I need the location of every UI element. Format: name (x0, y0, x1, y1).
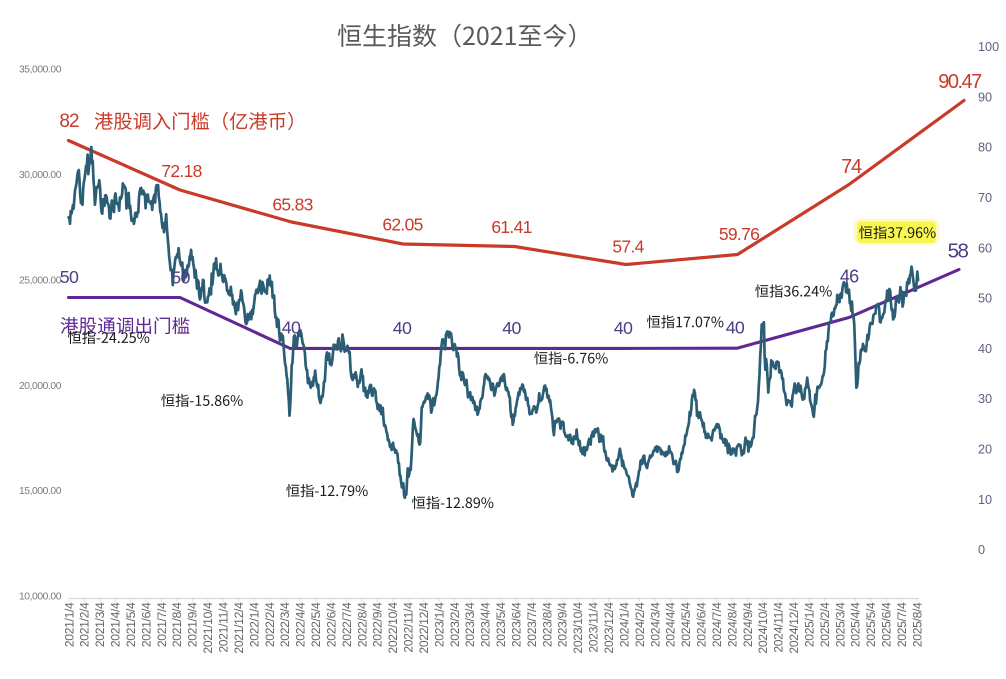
svg-text:25,000.00: 25,000.00 (19, 275, 62, 286)
svg-text:62.05: 62.05 (382, 215, 422, 235)
svg-text:2021/5/4: 2021/5/4 (124, 602, 138, 647)
svg-text:2021/6/4: 2021/6/4 (139, 602, 153, 647)
svg-text:40: 40 (502, 318, 521, 338)
svg-text:10,000.00: 10,000.00 (19, 592, 62, 603)
svg-text:40: 40 (614, 318, 633, 338)
svg-text:35,000.00: 35,000.00 (19, 65, 62, 76)
svg-text:65.83: 65.83 (272, 194, 312, 214)
svg-text:2021/3/4: 2021/3/4 (93, 602, 107, 647)
svg-text:2025/7/4: 2025/7/4 (895, 602, 909, 647)
svg-text:2024/3/4: 2024/3/4 (648, 602, 662, 647)
svg-text:60: 60 (978, 241, 992, 255)
svg-text:20: 20 (978, 443, 992, 457)
svg-text:2021/11/4: 2021/11/4 (217, 602, 231, 653)
svg-text:2021/4/4: 2021/4/4 (109, 602, 123, 647)
svg-text:2023/10/4: 2023/10/4 (571, 602, 585, 654)
svg-text:10: 10 (978, 493, 992, 507)
svg-text:2024/11/4: 2024/11/4 (772, 602, 786, 653)
svg-text:90.47: 90.47 (938, 71, 982, 93)
svg-text:2025/3/4: 2025/3/4 (833, 602, 847, 647)
svg-text:61.41: 61.41 (491, 217, 531, 237)
svg-text:2024/10/4: 2024/10/4 (756, 602, 770, 654)
svg-text:2021/8/4: 2021/8/4 (170, 602, 184, 647)
svg-text:2025/1/4: 2025/1/4 (803, 602, 817, 647)
svg-text:2025/4/4: 2025/4/4 (849, 602, 863, 647)
svg-text:2024/7/4: 2024/7/4 (710, 602, 724, 647)
svg-text:70: 70 (978, 191, 992, 205)
svg-text:2021/2/4: 2021/2/4 (78, 602, 92, 647)
svg-text:2021/10/4: 2021/10/4 (201, 602, 215, 654)
svg-text:80: 80 (978, 141, 992, 155)
svg-text:50: 50 (60, 267, 79, 287)
svg-text:72.18: 72.18 (161, 161, 201, 181)
svg-text:2022/11/4: 2022/11/4 (402, 602, 416, 653)
svg-text:2025/8/4: 2025/8/4 (910, 602, 924, 647)
svg-text:2023/2/4: 2023/2/4 (448, 602, 462, 647)
svg-text:74: 74 (841, 156, 862, 178)
svg-text:2022/10/4: 2022/10/4 (386, 602, 400, 654)
svg-text:2023/7/4: 2023/7/4 (525, 602, 539, 647)
svg-text:2022/3/4: 2022/3/4 (278, 602, 292, 647)
svg-text:2024/8/4: 2024/8/4 (725, 602, 739, 647)
svg-text:2022/9/4: 2022/9/4 (371, 602, 385, 647)
svg-text:2022/4/4: 2022/4/4 (294, 602, 308, 647)
svg-text:2022/6/4: 2022/6/4 (324, 602, 338, 647)
svg-text:2023/8/4: 2023/8/4 (540, 602, 554, 647)
svg-text:90: 90 (978, 90, 992, 104)
svg-text:57.4: 57.4 (612, 237, 644, 257)
svg-text:40: 40 (393, 318, 412, 338)
svg-text:40: 40 (978, 342, 992, 356)
svg-text:30,000.00: 30,000.00 (19, 170, 62, 181)
svg-text:82: 82 (59, 111, 79, 132)
svg-text:2021/9/4: 2021/9/4 (186, 602, 200, 647)
svg-text:100: 100 (978, 40, 999, 54)
svg-text:2025/2/4: 2025/2/4 (818, 602, 832, 647)
svg-text:30: 30 (978, 392, 992, 406)
svg-text:2023/11/4: 2023/11/4 (587, 602, 601, 653)
svg-text:2024/6/4: 2024/6/4 (695, 602, 709, 647)
svg-text:2023/4/4: 2023/4/4 (479, 602, 493, 647)
svg-text:40: 40 (282, 317, 301, 337)
svg-text:2021/7/4: 2021/7/4 (155, 602, 169, 647)
svg-text:2024/2/4: 2024/2/4 (633, 602, 647, 647)
svg-text:2023/3/4: 2023/3/4 (463, 602, 477, 647)
svg-text:15,000.00: 15,000.00 (19, 486, 62, 497)
svg-text:58: 58 (948, 239, 969, 262)
svg-text:2024/4/4: 2024/4/4 (664, 602, 678, 647)
svg-text:20,000.00: 20,000.00 (19, 381, 62, 392)
svg-text:2023/5/4: 2023/5/4 (494, 602, 508, 647)
svg-text:59.76: 59.76 (719, 224, 759, 244)
svg-text:2025/5/4: 2025/5/4 (864, 602, 878, 647)
svg-text:50: 50 (978, 292, 992, 306)
svg-text:2023/9/4: 2023/9/4 (556, 602, 570, 647)
svg-text:2023/1/4: 2023/1/4 (432, 602, 446, 647)
svg-text:2024/12/4: 2024/12/4 (787, 602, 801, 654)
svg-text:50: 50 (171, 267, 190, 287)
svg-text:2022/8/4: 2022/8/4 (355, 602, 369, 647)
svg-text:2022/5/4: 2022/5/4 (309, 602, 323, 647)
svg-text:2025/6/4: 2025/6/4 (880, 602, 894, 647)
svg-text:2024/9/4: 2024/9/4 (741, 602, 755, 647)
svg-text:2022/7/4: 2022/7/4 (340, 602, 354, 647)
svg-text:2023/6/4: 2023/6/4 (510, 602, 524, 647)
svg-text:2022/12/4: 2022/12/4 (417, 602, 431, 654)
svg-text:46: 46 (840, 266, 859, 286)
svg-text:2022/1/4: 2022/1/4 (247, 602, 261, 647)
svg-text:40: 40 (726, 317, 745, 337)
svg-text:0: 0 (978, 543, 985, 557)
svg-text:2024/1/4: 2024/1/4 (617, 602, 631, 647)
svg-text:2023/12/4: 2023/12/4 (602, 602, 616, 654)
svg-text:2021/12/4: 2021/12/4 (232, 602, 246, 654)
svg-text:2021/1/4: 2021/1/4 (62, 602, 76, 647)
svg-text:2024/5/4: 2024/5/4 (679, 602, 693, 647)
svg-text:2022/2/4: 2022/2/4 (263, 602, 277, 647)
